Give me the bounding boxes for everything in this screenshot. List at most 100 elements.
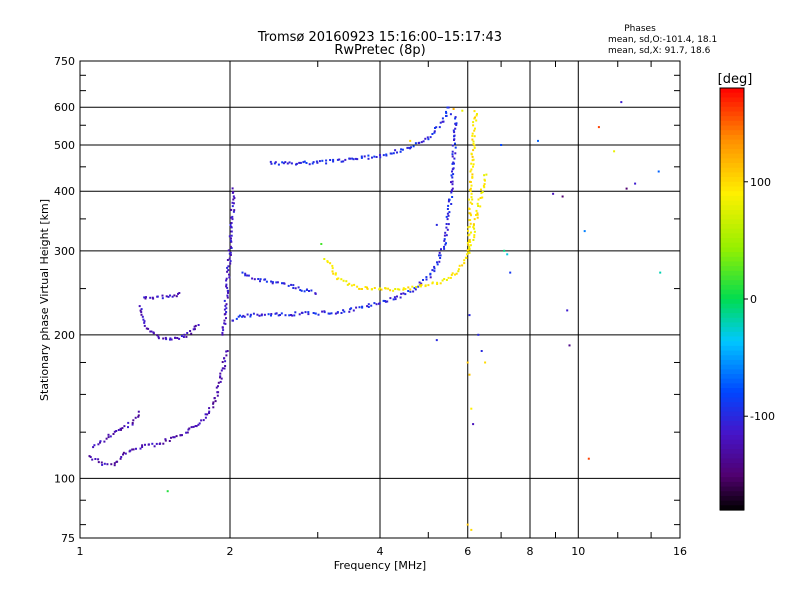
data-point [481,191,484,193]
colorbar-segment [720,214,744,220]
data-point [264,278,267,281]
data-point [175,295,178,298]
data-point [330,312,333,315]
data-point [149,330,152,333]
data-point [468,212,471,215]
data-point [131,448,134,451]
y-tick-label: 100 [54,472,75,485]
data-point [412,290,415,293]
data-point [441,120,444,123]
data-point [443,245,445,248]
data-point [452,173,455,176]
data-point [342,160,345,163]
data-point [355,306,358,309]
data-point [447,214,450,217]
data-point [178,292,181,294]
data-point [469,190,472,192]
x-tick-label: 6 [464,545,471,558]
data-point [281,282,283,285]
data-point [429,276,432,279]
colorbar-segment [720,200,744,206]
data-point [352,309,355,312]
data-point [334,272,337,275]
data-point [340,312,343,314]
data-point [452,108,455,110]
data-point [441,279,444,282]
data-point [409,288,412,291]
data-point [469,222,472,225]
data-point [225,350,228,353]
data-point [474,127,476,130]
data-point [659,271,662,274]
data-point [340,160,343,163]
data-point [147,443,150,446]
data-point [453,157,456,160]
data-point [230,230,233,233]
colorbar-segment [720,341,744,347]
data-point [328,312,331,315]
data-point [208,407,211,410]
data-point [164,439,167,442]
data-point [561,195,564,198]
data-point [292,284,295,287]
data-point [361,288,363,290]
data-point [270,162,273,165]
data-point [179,434,182,437]
data-point [447,200,450,203]
data-point [121,427,124,430]
data-point [119,457,122,460]
data-point [468,314,471,317]
data-point [202,419,205,422]
data-point [231,187,234,190]
data-point [425,276,428,279]
data-point [625,187,628,190]
data-point [129,449,132,452]
data-point [229,239,232,242]
data-point [314,292,317,295]
data-point [232,190,235,193]
x-tick-label: 10 [571,545,585,558]
data-point [223,299,226,302]
colorbar-segment [720,163,744,169]
data-point [308,163,311,166]
data-point [360,155,363,158]
colorbar-segment [720,299,744,305]
colorbar-segment [720,130,744,136]
colorbar-segment [720,275,744,281]
data-point [246,274,249,277]
data-point [225,317,227,320]
data-point [480,192,483,194]
colorbar-segment [720,449,744,455]
data-point [143,296,146,299]
data-point [303,160,306,163]
colorbar-segment [720,247,744,253]
data-point [477,198,480,201]
data-point [443,278,446,280]
data-point [450,273,453,276]
data-point [99,441,101,444]
data-point [342,279,345,282]
data-point [366,287,369,290]
data-point [475,214,477,216]
colorbar-segment [720,411,744,417]
data-point [446,228,449,231]
data-point [186,332,189,334]
data-point [420,283,423,286]
data-point [112,433,115,435]
data-point [469,219,472,221]
data-point [228,276,231,279]
data-point [137,414,140,417]
plot-area [79,60,681,539]
data-point [474,116,476,119]
data-point [373,302,376,305]
colorbar-segment [720,177,744,183]
chart-title: Tromsø 20160923 15:16:00–15:17:43 [257,30,502,45]
axes: 1 2 4 6 8 10 16 75 100 200 300 400 500 600 750 [54,55,687,558]
data-point [366,286,368,289]
data-point [172,436,175,439]
data-point [331,264,334,267]
data-point [206,413,209,416]
data-point [274,312,277,315]
data-point [469,170,472,173]
data-point [242,314,245,317]
